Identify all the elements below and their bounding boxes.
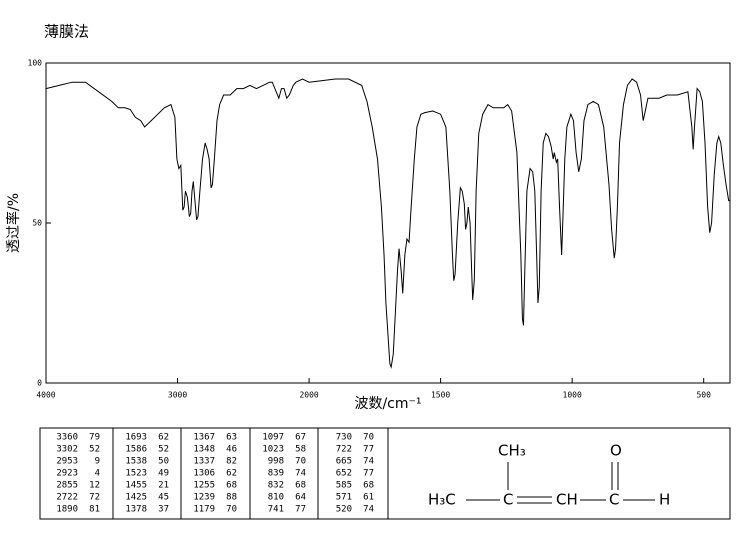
peak-wavenumber: 1425 [125, 493, 147, 503]
peak-wavenumber: 665 [336, 457, 352, 467]
peak-transmittance: 74 [363, 457, 374, 467]
peak-wavenumber: 1306 [193, 469, 215, 479]
peak-wavenumber: 839 [268, 469, 284, 479]
structure-label: H [659, 491, 670, 509]
y-tick-label: 50 [32, 219, 42, 228]
peak-transmittance: 81 [89, 505, 100, 515]
peak-transmittance: 50 [158, 457, 169, 467]
spectrum-line [45, 78, 730, 369]
peak-transmittance: 46 [226, 445, 237, 455]
peak-transmittance: 63 [226, 433, 237, 443]
structure-label: H₃C [428, 491, 456, 509]
peak-transmittance: 70 [295, 457, 306, 467]
peak-wavenumber: 2722 [56, 493, 78, 503]
structure-label: C [609, 491, 619, 509]
peak-wavenumber: 1523 [125, 469, 147, 479]
peak-wavenumber: 585 [336, 481, 352, 491]
peak-transmittance: 12 [89, 481, 100, 491]
peak-wavenumber: 1586 [125, 445, 147, 455]
peak-transmittance: 52 [158, 445, 169, 455]
peak-wavenumber: 2855 [56, 481, 78, 491]
peak-transmittance: 77 [363, 469, 374, 479]
peak-transmittance: 77 [295, 505, 306, 515]
peak-transmittance: 68 [295, 481, 306, 491]
peak-wavenumber: 652 [336, 469, 352, 479]
peak-wavenumber: 520 [336, 505, 352, 515]
structure-label: CH [556, 491, 578, 509]
peak-wavenumber: 998 [268, 457, 284, 467]
peak-transmittance: 62 [158, 433, 169, 443]
peak-transmittance: 58 [295, 445, 306, 455]
peak-transmittance: 4 [95, 469, 100, 479]
peak-transmittance: 21 [158, 481, 169, 491]
peak-transmittance: 9 [95, 457, 100, 467]
peak-transmittance: 67 [295, 433, 306, 443]
peak-wavenumber: 1378 [125, 505, 147, 515]
peak-wavenumber: 1239 [193, 493, 215, 503]
x-tick-label: 3000 [168, 391, 187, 400]
peak-transmittance: 68 [363, 481, 374, 491]
peak-transmittance: 72 [89, 493, 100, 503]
peak-wavenumber: 1693 [125, 433, 147, 443]
peak-wavenumber: 1179 [193, 505, 215, 515]
x-tick-label: 1500 [431, 391, 450, 400]
x-tick-label: 500 [696, 391, 711, 400]
peak-wavenumber: 1890 [56, 505, 78, 515]
peak-transmittance: 68 [226, 481, 237, 491]
structure-label: CH₃ [498, 442, 526, 460]
peak-transmittance: 45 [158, 493, 169, 503]
peak-wavenumber: 1023 [262, 445, 284, 455]
peak-wavenumber: 810 [268, 493, 284, 503]
structure-label: O [610, 442, 622, 460]
peak-transmittance: 88 [226, 493, 237, 503]
peak-transmittance: 70 [226, 505, 237, 515]
y-axis-label: 透过率/% [5, 193, 22, 253]
peak-transmittance: 49 [158, 469, 169, 479]
peak-wavenumber: 730 [336, 433, 352, 443]
peak-wavenumber: 3360 [56, 433, 78, 443]
y-tick-label: 100 [28, 59, 43, 68]
peak-wavenumber: 1097 [262, 433, 284, 443]
peak-transmittance: 52 [89, 445, 100, 455]
table-frame [39, 427, 731, 520]
peak-wavenumber: 1255 [193, 481, 215, 491]
peak-wavenumber: 722 [336, 445, 352, 455]
peak-transmittance: 74 [363, 505, 374, 515]
peak-wavenumber: 1538 [125, 457, 147, 467]
peak-wavenumber: 1337 [193, 457, 215, 467]
peak-wavenumber: 2923 [56, 469, 78, 479]
peak-transmittance: 70 [363, 433, 374, 443]
peak-wavenumber: 3302 [56, 445, 78, 455]
peak-transmittance: 74 [295, 469, 306, 479]
x-tick-label: 2000 [299, 391, 318, 400]
peak-wavenumber: 1367 [193, 433, 215, 443]
peak-wavenumber: 571 [336, 493, 352, 503]
peak-transmittance: 82 [226, 457, 237, 467]
x-tick-label: 4000 [36, 391, 55, 400]
y-tick-label: 0 [37, 379, 42, 388]
peak-transmittance: 79 [89, 433, 100, 443]
peak-transmittance: 77 [363, 445, 374, 455]
structure-bonds [466, 462, 655, 504]
peak-wavenumber: 1455 [125, 481, 147, 491]
peak-wavenumber: 2953 [56, 457, 78, 467]
x-tick-label: 1000 [563, 391, 582, 400]
structure-label: C [503, 491, 513, 509]
chart-title: 薄膜法 [44, 23, 89, 41]
peak-wavenumber: 741 [268, 505, 284, 515]
peak-wavenumber: 832 [268, 481, 284, 491]
table-dividers [112, 428, 389, 519]
peak-transmittance: 37 [158, 505, 169, 515]
peak-transmittance: 64 [295, 493, 306, 503]
x-axis-label: 波数/cm⁻¹ [354, 396, 421, 412]
peak-transmittance: 62 [226, 469, 237, 479]
peak-transmittance: 61 [363, 493, 374, 503]
peak-wavenumber: 1348 [193, 445, 215, 455]
